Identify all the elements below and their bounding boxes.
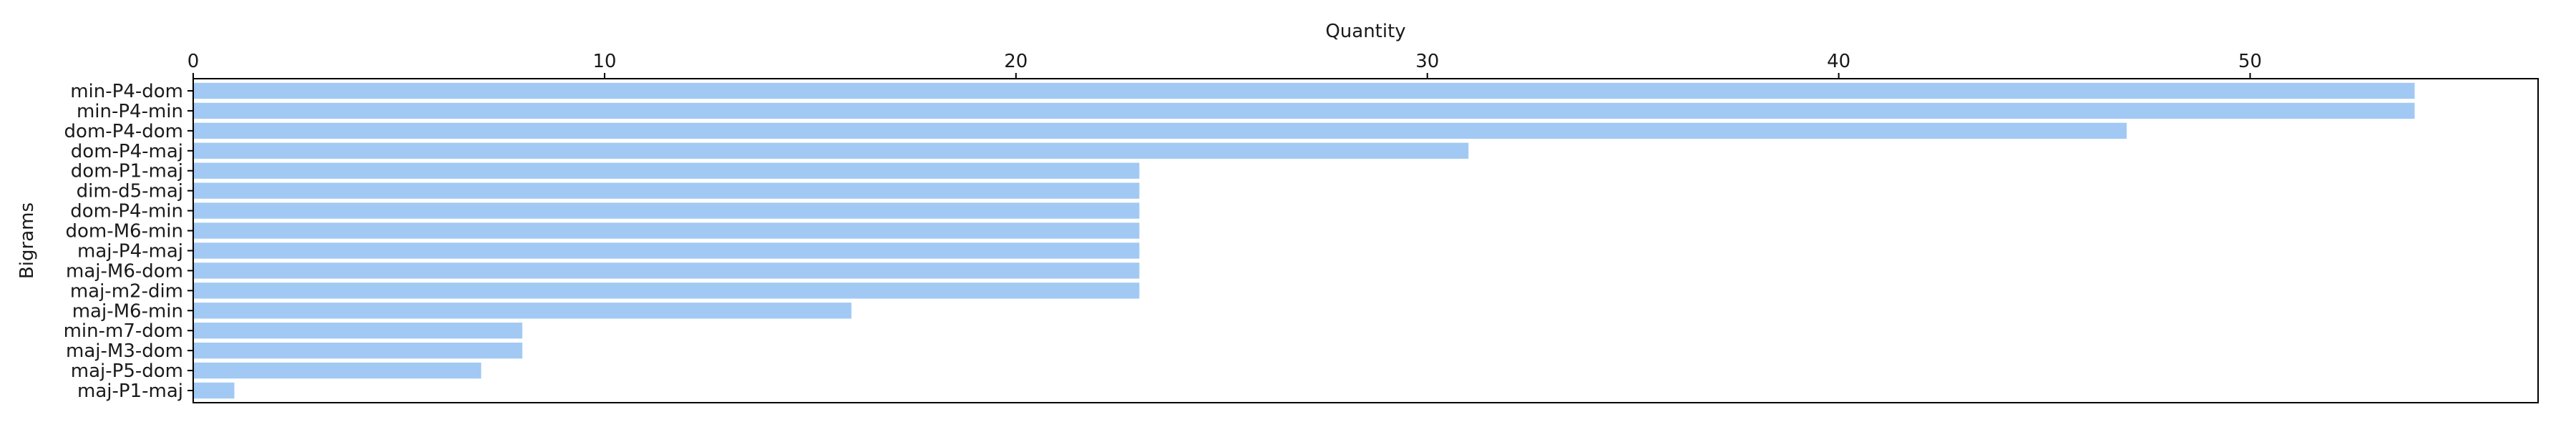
x-ticks-layer: 0 10 20 30 40 50 — [187, 51, 2262, 79]
y-tick-label: dom-P4-maj — [71, 141, 183, 162]
bar-maj-M6-min — [193, 303, 852, 319]
y-tick-label: maj-M3-dom — [66, 340, 183, 362]
bar-dom-P1-maj — [193, 162, 1140, 179]
x-tick-label: 40 — [1827, 51, 1850, 72]
bar-dom-P4-maj — [193, 142, 1469, 159]
y-axis-label: Bigrams — [16, 202, 38, 279]
x-tick-label: 20 — [1004, 51, 1028, 72]
y-tick-label: min-m7-dom — [64, 320, 183, 342]
y-tick-label: maj-P4-maj — [77, 240, 183, 262]
y-tick-label: min-P4-min — [77, 101, 183, 122]
bar-dim-d5-maj — [193, 182, 1140, 199]
x-tick-label: 50 — [2238, 51, 2262, 72]
bar-maj-m2-dim — [193, 283, 1140, 299]
bar-maj-P5-dom — [193, 362, 482, 379]
bar-min-P4-dom — [193, 82, 2415, 99]
x-tick-label: 30 — [1415, 51, 1439, 72]
y-ticks-layer: min-P4-dommin-P4-mindom-P4-domdom-P4-maj… — [64, 81, 193, 402]
bar-maj-M6-dom — [193, 262, 1140, 279]
y-tick-label: min-P4-dom — [70, 81, 183, 102]
plot-frame — [192, 78, 2539, 403]
y-tick-label: maj-M6-dom — [66, 260, 183, 282]
y-tick-label: maj-m2-dim — [70, 280, 183, 302]
y-tick-label: dom-M6-min — [65, 221, 183, 242]
y-tick-label: dim-d5-maj — [77, 181, 183, 202]
bar-maj-P4-maj — [193, 242, 1140, 259]
y-tick-label: dom-P4-min — [70, 201, 183, 222]
x-tick-label: 10 — [592, 51, 616, 72]
x-axis-label: Quantity — [1325, 21, 1405, 42]
y-tick-label: maj-P5-dom — [71, 360, 183, 382]
bar-maj-P1-maj — [193, 382, 235, 399]
bar-dom-P4-min — [193, 202, 1140, 219]
bar-dom-P4-dom — [193, 122, 2127, 139]
bar-min-P4-min — [193, 102, 2415, 119]
bar-min-m7-dom — [193, 323, 522, 339]
bars-layer — [193, 82, 2415, 399]
y-tick-label: maj-M6-min — [72, 300, 183, 322]
y-tick-label: dom-P1-maj — [71, 161, 183, 182]
x-tick-label: 0 — [187, 51, 200, 72]
bar-maj-M3-dom — [193, 342, 522, 359]
y-tick-label: maj-P1-maj — [77, 381, 183, 402]
y-tick-label: dom-P4-dom — [64, 121, 183, 142]
bar-dom-M6-min — [193, 222, 1140, 239]
